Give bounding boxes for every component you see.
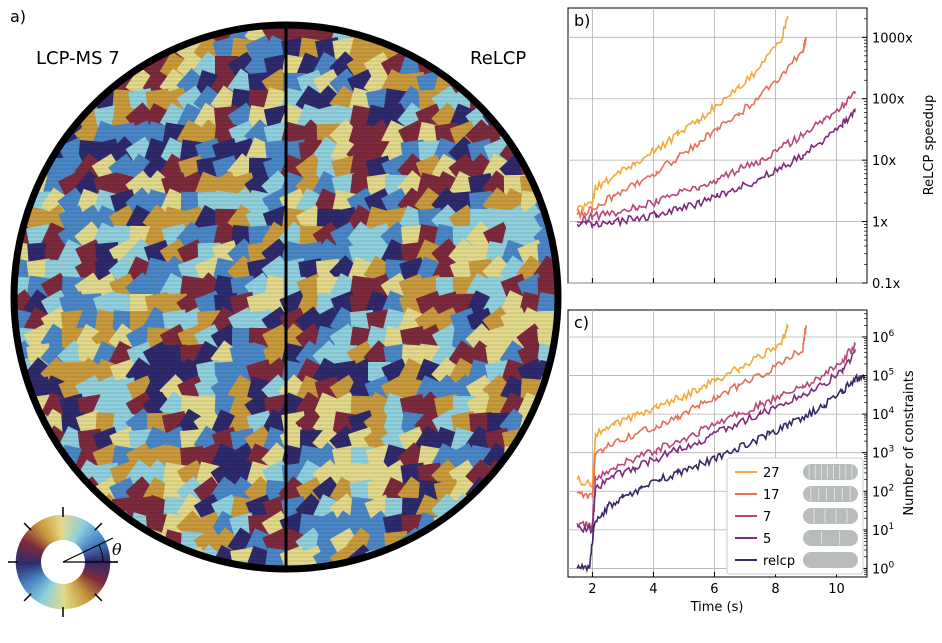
y-tick-label: 101 [872,522,894,539]
legend-label: 5 [763,532,771,547]
y-tick-label: 100x [872,93,905,108]
series-line-27 [576,322,789,488]
panel-b-ylabel: ReLCP speedup [922,95,937,196]
x-tick-label: 10 [828,582,845,597]
legend-label: 17 [763,488,780,503]
series-line-7 [576,342,856,531]
series-line-17 [576,325,807,501]
x-tick-label: 6 [710,582,718,597]
panel-b-ticks: 0.1x 1x 10x 100x 1000x [591,18,913,292]
legend-rod-icon [803,552,858,568]
series-line-5 [576,348,856,535]
panel-a-label: a) [10,7,26,26]
panel-b-label: b) [574,11,590,30]
left-method-label: LCP-MS 7 [36,48,120,69]
y-tick-label: 10x [872,154,897,169]
legend-rod-icon [803,464,858,480]
legend-rod-icon [803,530,858,546]
panel-b-frame [567,7,868,284]
right-method-label: ReLCP [470,48,526,69]
series-line-27 [576,15,789,213]
y-tick-label: 102 [872,483,894,500]
x-tick-label: 4 [649,582,657,597]
panel-c-series [576,322,865,574]
y-tick-label: 104 [872,406,895,423]
legend-label: 7 [763,510,771,525]
panel-b-grid [568,8,867,284]
y-tick-label: 100 [872,560,895,577]
series-line-7 [576,90,856,225]
y-tick-label: 1000x [872,31,913,46]
panel-b-series [576,15,856,229]
panel-c-legend: 27 17 7 5 relcp [726,457,864,575]
panel-c-label: c) [574,313,589,332]
series-line-relcp [576,373,865,574]
series-line-17 [576,37,807,221]
x-tick-label: 8 [771,582,779,597]
y-tick-label: 1x [872,216,888,231]
legend-rod-icon [803,508,858,524]
x-tick-label: 2 [588,582,596,597]
panel-b: b) 0.1x 1x 10x 100x 1000x ReLCP speedup [567,7,937,292]
y-tick-label: 0.1x [872,277,901,292]
orientation-colorwheel [8,507,118,617]
panel-a: a) LCP-MS 7 ReLCP θ [8,7,562,617]
panel-c-xlabel: Time (s) [690,600,744,615]
y-tick-label: 105 [872,368,894,385]
y-tick-label: 103 [872,445,894,462]
y-tick-label: 106 [872,329,895,346]
angle-symbol: θ [112,540,122,559]
legend-label: 27 [763,466,780,481]
series-line-5 [576,108,856,229]
panel-c-ylabel: Number of constraints [902,370,917,515]
legend-rod-icon [803,486,858,502]
panel-c-ticks: 2 4 6 8 10 100 101 102 103 104 105 106 [588,313,895,597]
legend-label: relcp [763,554,795,569]
